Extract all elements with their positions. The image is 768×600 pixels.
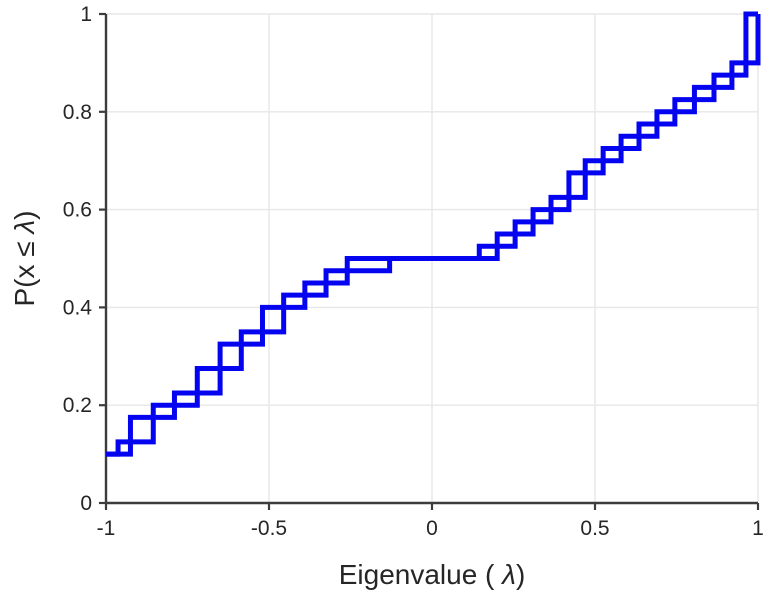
ecdf-post-step-path <box>106 14 761 457</box>
ecdf-step-series <box>106 11 761 457</box>
y-tick-label: 0.2 <box>63 394 92 417</box>
gridlines <box>106 13 759 503</box>
x-axis-label: Eigenvalue ( λ) <box>339 559 526 590</box>
y-tick-label: 0.4 <box>63 296 93 319</box>
x-tick-labels: -1 -0.5 0 0.5 1 <box>97 517 764 540</box>
x-tick-label: 0 <box>426 517 438 540</box>
y-tick-label: 1 <box>80 3 92 26</box>
y-axis-label: P(x ≤ λ) <box>9 210 40 306</box>
x-tick-label: -0.5 <box>251 517 287 540</box>
y-tick-label: 0.8 <box>63 101 92 124</box>
y-tick-label: 0.6 <box>63 199 92 222</box>
y-tick-label: 0 <box>80 492 92 515</box>
ecdf-pre-step-path <box>106 11 758 457</box>
x-tick-label: 1 <box>752 517 764 540</box>
tick-marks <box>99 12 760 510</box>
x-tick-label: 0.5 <box>580 517 609 540</box>
y-tick-labels: 0 0.2 0.4 0.6 0.8 1 <box>63 3 93 515</box>
x-tick-label: -1 <box>97 517 116 540</box>
